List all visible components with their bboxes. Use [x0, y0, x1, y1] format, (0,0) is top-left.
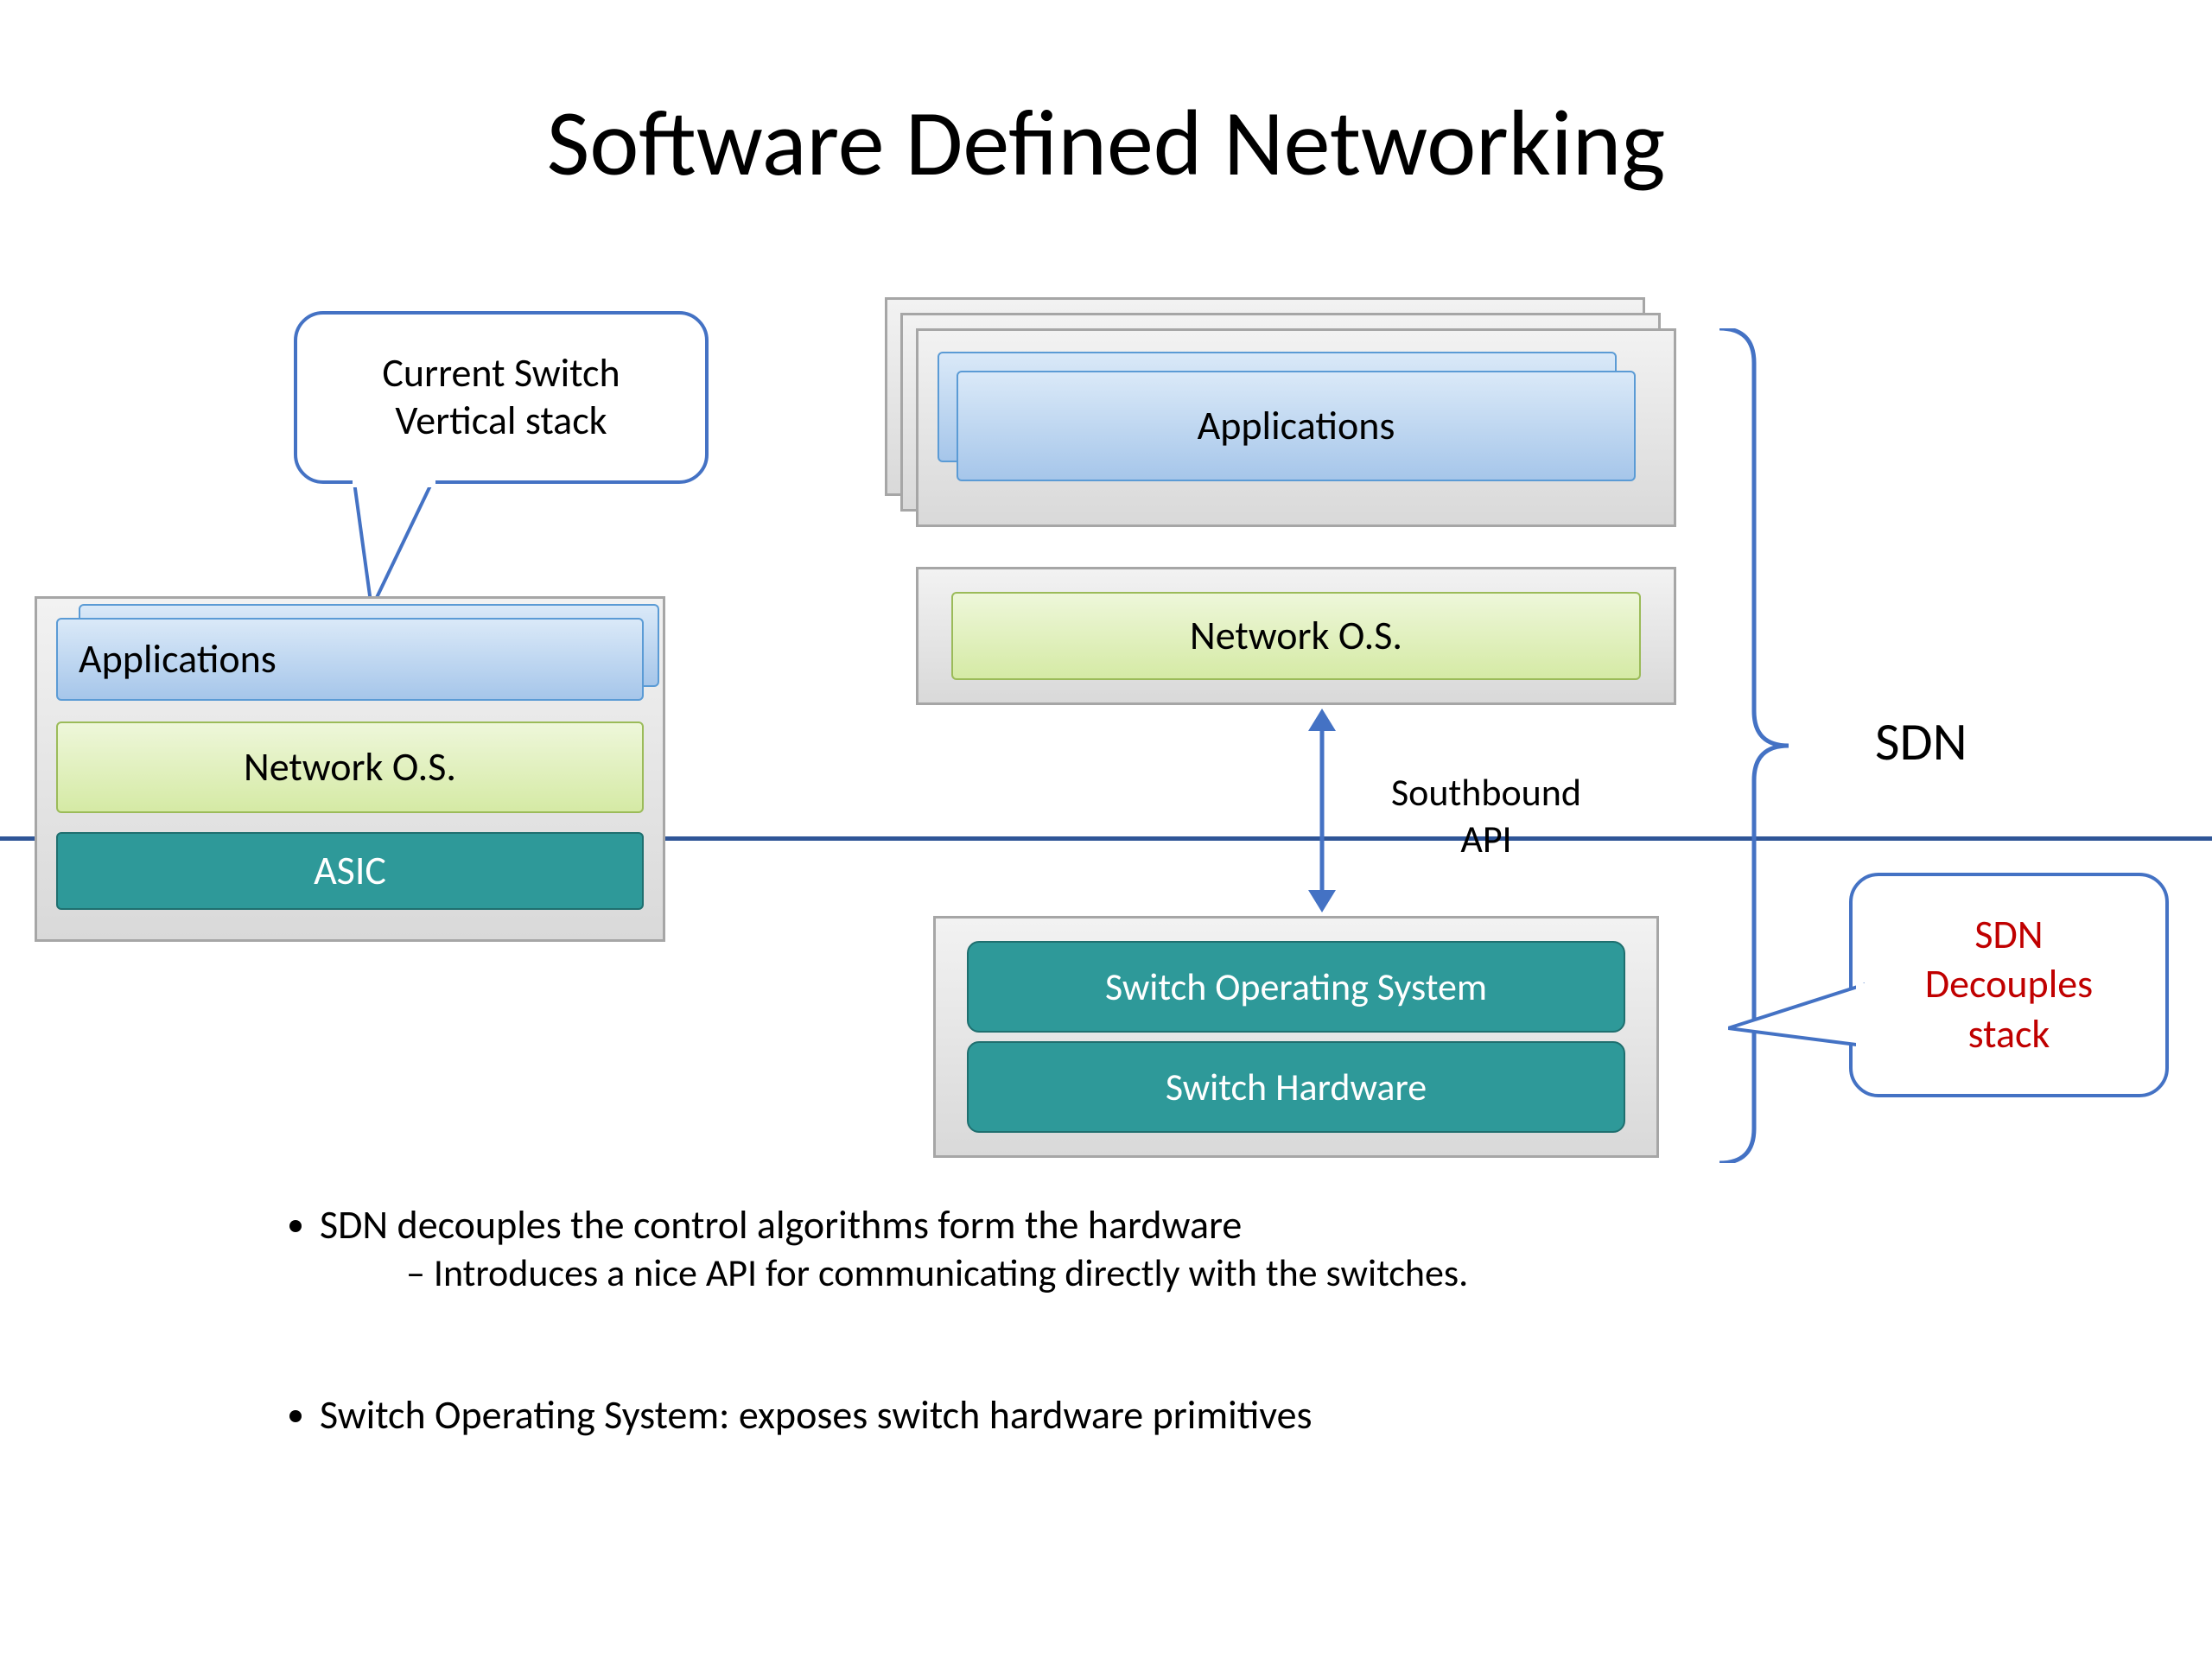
- right-apps-box: Applications: [957, 371, 1636, 481]
- right-nos-label: Network O.S.: [1190, 612, 1402, 660]
- left-box-asic: ASIC: [56, 832, 644, 910]
- bullet-sub-1-text: Introduces a nice API for communicating …: [434, 1249, 1468, 1296]
- right-nos-container: Network O.S.: [916, 567, 1676, 705]
- slide-title: Software Defined Networking: [0, 86, 2212, 200]
- southbound-label: Southbound API: [1348, 769, 1624, 862]
- southbound-label-line1: Southbound: [1391, 769, 1581, 816]
- callout-right-line2: Decouples: [1925, 960, 2093, 1008]
- callout-right-line3: stack: [1968, 1010, 2050, 1058]
- bullet-2-text: Switch Operating System: exposes switch …: [320, 1391, 1313, 1440]
- switch-os-label: Switch Operating System: [1105, 963, 1487, 1010]
- bullet-sub-1: Introduces a nice API for communicating …: [406, 1249, 1875, 1296]
- left-vertical-stack: Applications Network O.S. ASIC: [35, 596, 665, 942]
- callout-right-tail: [1728, 968, 1866, 1071]
- right-apps-container: Applications: [916, 328, 1676, 527]
- right-nos-box: Network O.S.: [951, 592, 1641, 680]
- bullet-1-text: SDN decouples the control algorithms for…: [320, 1201, 1242, 1249]
- left-box-asic-label: ASIC: [314, 847, 386, 895]
- callout-left-line2: Vertical stack: [395, 397, 607, 445]
- left-box-nos-label: Network O.S.: [244, 743, 456, 791]
- left-box-applications-label: Applications: [79, 635, 276, 683]
- southbound-label-line2: API: [1460, 816, 1511, 862]
- switch-hw-box: Switch Hardware: [967, 1041, 1625, 1133]
- left-box-applications: Applications: [56, 618, 644, 701]
- callout-current-switch: Current Switch Vertical stack: [294, 311, 709, 484]
- switch-hw-label: Switch Hardware: [1166, 1064, 1427, 1110]
- callout-left-tail: [320, 479, 458, 608]
- right-switch-container: Switch Operating System Switch Hardware: [933, 916, 1659, 1158]
- bullet-item-2: Switch Operating System: exposes switch …: [320, 1391, 1875, 1440]
- left-box-nos: Network O.S.: [56, 721, 644, 813]
- southbound-arrow: [1305, 709, 1339, 912]
- switch-os-box: Switch Operating System: [967, 941, 1625, 1033]
- callout-right-line1: SDN: [1974, 911, 2043, 959]
- bullet-item-1: SDN decouples the control algorithms for…: [320, 1201, 1875, 1296]
- callout-sdn-decouples: SDN Decouples stack: [1849, 873, 2169, 1097]
- right-apps-label: Applications: [1198, 402, 1395, 450]
- bullet-list: SDN decouples the control algorithms for…: [233, 1201, 1875, 1446]
- sdn-label: SDN: [1875, 709, 1967, 774]
- callout-left-line1: Current Switch: [382, 349, 620, 397]
